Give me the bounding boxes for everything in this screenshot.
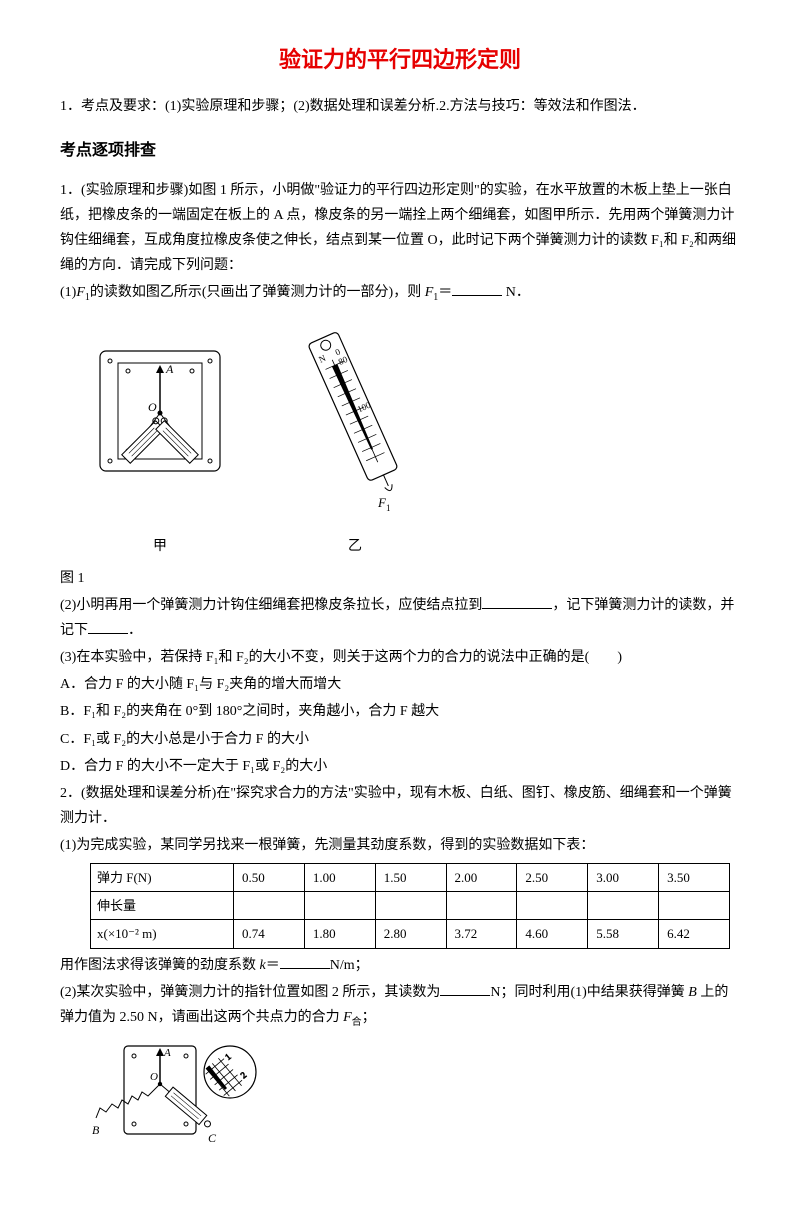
table-cell [588,891,659,919]
q1-option-d: D．合力 F 的大小不一定大于 F₁或 F₂的大小 [60,754,740,779]
svg-text:O: O [148,400,157,414]
svg-text:O: O [150,1071,158,1083]
figure-2: A O B C 1 2 [90,1038,740,1167]
fig-caption-jia: 甲 [90,534,230,559]
q1-part1: (1)F1的读数如图乙所示(只画出了弹簧测力计的一部分)，则 F1＝ N． [60,280,740,307]
q1-option-b: B．F₁和 F₂的夹角在 0°到 180°之间时，夹角越小，合力 F 越大 [60,699,740,724]
q1-part3: (3)在本实验中，若保持 F₁和 F₂的大小不变，则关于这两个力的合力的说法中正… [60,645,740,670]
row-label: x(×10⁻² m) [91,920,234,948]
table-cell: 1.00 [304,863,375,891]
svg-text:A: A [165,362,174,376]
q1-stem: 1．(实验原理和步骤)如图 1 所示，小明做"验证力的平行四边形定则"的实验，在… [60,178,740,279]
q1-part2: (2)小明再用一个弹簧测力计钩住细绳套把橡皮条拉长，应使结点拉到，记下弹簧测力计… [60,593,740,643]
row-label: 伸长量 [91,891,234,919]
q2-part1b: 用作图法求得该弹簧的劲度系数 k＝N/m； [60,953,740,978]
table-cell: 6.42 [659,920,730,948]
data-table: 弹力 F(N) 0.50 1.00 1.50 2.00 2.50 3.00 3.… [90,863,730,949]
table-cell: 0.74 [234,920,305,948]
table-cell: 3.72 [446,920,517,948]
table-cell: 4.60 [517,920,588,948]
intro-text: 1．考点及要求：(1)实验原理和步骤；(2)数据处理和误差分析.2.方法与技巧：… [60,94,740,119]
table-cell [375,891,446,919]
figure-jia: A O 甲 [90,341,230,559]
table-row: 弹力 F(N) 0.50 1.00 1.50 2.00 2.50 3.00 3.… [91,863,730,891]
svg-text:B: B [92,1123,100,1137]
svg-text:A: A [163,1047,171,1059]
table-cell: 2.50 [517,863,588,891]
svg-text:C: C [208,1131,217,1145]
table-cell [234,891,305,919]
section-heading: 考点逐项排查 [60,137,740,166]
table-row: 伸长量 [91,891,730,919]
q2-part1a: (1)为完成实验，某同学另找来一根弹簧，先测量其劲度系数，得到的实验数据如下表： [60,833,740,858]
table-cell: 5.58 [588,920,659,948]
table-cell [304,891,375,919]
table-row: x(×10⁻² m) 0.74 1.80 2.80 3.72 4.60 5.58… [91,920,730,948]
page-title: 验证力的平行四边形定则 [60,40,740,80]
table-cell: 3.00 [588,863,659,891]
figure-1-label: 图 1 [60,566,740,591]
table-cell: 2.00 [446,863,517,891]
table-cell: 0.50 [234,863,305,891]
svg-text:1: 1 [386,503,391,513]
table-cell: 2.80 [375,920,446,948]
table-cell [517,891,588,919]
q2-stem: 2．(数据处理和误差分析)在"探究求合力的方法"实验中，现有木板、白纸、图钉、橡… [60,781,740,831]
row-label: 弹力 F(N) [91,863,234,891]
table-cell: 1.50 [375,863,446,891]
table-cell [446,891,517,919]
table-cell: 3.50 [659,863,730,891]
table-cell [659,891,730,919]
figure-1-group: A O 甲 N 0 [90,321,740,559]
figure-yi: N 0 80 100 [290,321,420,559]
fig-caption-yi: 乙 [290,534,420,559]
table-cell: 1.80 [304,920,375,948]
q1-option-c: C．F₁或 F₂的大小总是小于合力 F 的大小 [60,727,740,752]
q1-option-a: A．合力 F 的大小随 F₁与 F₂夹角的增大而增大 [60,672,740,697]
q2-part2: (2)某次实验中，弹簧测力计的指针位置如图 2 所示，其读数为N；同时利用(1)… [60,980,740,1032]
